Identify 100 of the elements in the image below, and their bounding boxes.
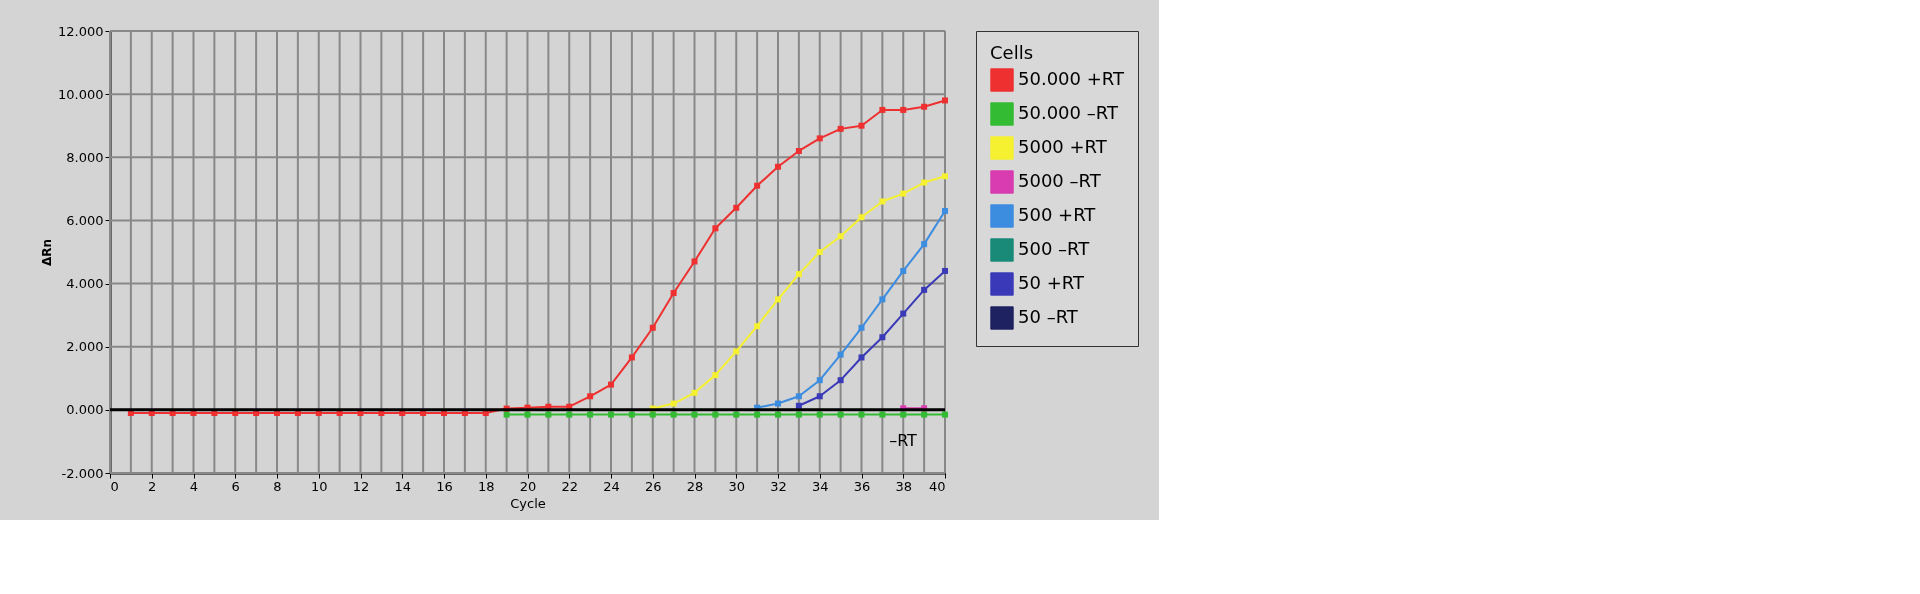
- y-tick-label: 8.000: [66, 149, 104, 165]
- point: [816, 249, 823, 255]
- point: [858, 214, 865, 221]
- x-tick-label: 24: [603, 478, 620, 494]
- x-tick-label: 22: [561, 478, 579, 494]
- point: [858, 324, 865, 331]
- point: [858, 122, 865, 129]
- point: [879, 411, 886, 418]
- point: [900, 310, 907, 317]
- x-tick-label: 26: [644, 478, 662, 494]
- point: [608, 411, 614, 418]
- point: [816, 411, 823, 418]
- point: [587, 411, 594, 418]
- point: [775, 296, 781, 303]
- point: [900, 106, 907, 113]
- point: [733, 204, 740, 211]
- point: [691, 411, 698, 418]
- x-tick-label: 12: [352, 478, 370, 494]
- point: [942, 97, 948, 104]
- y-tick-label: 0.000: [66, 402, 104, 418]
- point: [628, 354, 635, 361]
- x-tick-label: 40: [928, 478, 946, 494]
- legend-label: 5000 –RT: [1018, 170, 1102, 191]
- point: [816, 377, 823, 384]
- point: [545, 411, 552, 418]
- x-tick-label: 38: [895, 478, 913, 494]
- y-tick-label: 6.000: [66, 212, 104, 228]
- point: [879, 106, 886, 113]
- legend-label: 500 –RT: [1018, 238, 1091, 259]
- point: [503, 411, 510, 418]
- point: [900, 267, 907, 274]
- x-tick-label: 0: [110, 478, 119, 494]
- y-tick-label: 2.000: [66, 339, 104, 355]
- point: [921, 286, 928, 293]
- point: [921, 241, 928, 248]
- legend-label: 50 +RT: [1018, 272, 1085, 293]
- point: [837, 125, 844, 132]
- point: [608, 381, 614, 388]
- legend-label: 50.000 +RT: [1018, 68, 1125, 89]
- point: [775, 411, 781, 418]
- point: [795, 147, 802, 154]
- point: [921, 411, 928, 418]
- point: [733, 348, 740, 355]
- x-tick-label: 16: [436, 478, 453, 494]
- point: [795, 411, 802, 418]
- point: [795, 271, 802, 278]
- x-tick-label: 34: [811, 478, 829, 494]
- point: [900, 411, 907, 418]
- point: [879, 198, 886, 205]
- point: [649, 411, 656, 418]
- point: [879, 296, 886, 303]
- point: [775, 163, 781, 170]
- point: [754, 323, 761, 330]
- point: [837, 377, 844, 384]
- x-tick-label: 8: [273, 478, 282, 494]
- point: [942, 207, 948, 214]
- point: [754, 411, 761, 418]
- point: [858, 411, 865, 418]
- point: [879, 334, 886, 341]
- y-axis-title: ΔRn: [40, 238, 55, 267]
- point: [942, 411, 948, 418]
- point: [754, 182, 761, 189]
- point: [649, 324, 656, 331]
- point: [816, 135, 823, 142]
- x-tick-label: 4: [189, 478, 199, 494]
- y-tick-label: 12.000: [58, 23, 104, 39]
- y-tick-label: 4.000: [66, 276, 104, 292]
- x-tick-label: 36: [853, 478, 871, 494]
- point: [942, 267, 948, 274]
- x-tick-label: 2: [148, 478, 157, 494]
- x-tick-label: 28: [686, 478, 704, 494]
- point: [775, 400, 781, 407]
- point: [712, 411, 719, 418]
- point: [524, 411, 531, 418]
- annotation: –RT: [889, 431, 918, 450]
- point: [795, 393, 802, 400]
- point: [670, 411, 677, 418]
- x-tick-label: 10: [310, 478, 328, 494]
- point: [858, 354, 865, 361]
- point: [691, 258, 698, 265]
- point: [921, 103, 928, 110]
- x-tick-label: 20: [519, 478, 537, 494]
- legend-label: 50 –RT: [1018, 306, 1079, 327]
- legend-label: 500 +RT: [1018, 204, 1097, 225]
- legend-title: Cells: [990, 42, 1034, 63]
- y-tick-label: 10.000: [58, 86, 104, 102]
- x-tick-label: 18: [477, 478, 495, 494]
- point: [670, 400, 677, 407]
- point: [816, 393, 823, 400]
- point: [837, 233, 844, 240]
- x-axis-title: Cycle: [510, 495, 546, 511]
- point: [733, 411, 740, 418]
- point: [587, 393, 594, 400]
- x-tick-label: 14: [394, 478, 412, 494]
- point: [566, 411, 573, 418]
- point: [921, 179, 928, 186]
- point: [628, 411, 635, 418]
- point: [900, 190, 907, 197]
- legend-label: 50.000 –RT: [1018, 102, 1119, 123]
- x-tick-label: 32: [770, 478, 787, 494]
